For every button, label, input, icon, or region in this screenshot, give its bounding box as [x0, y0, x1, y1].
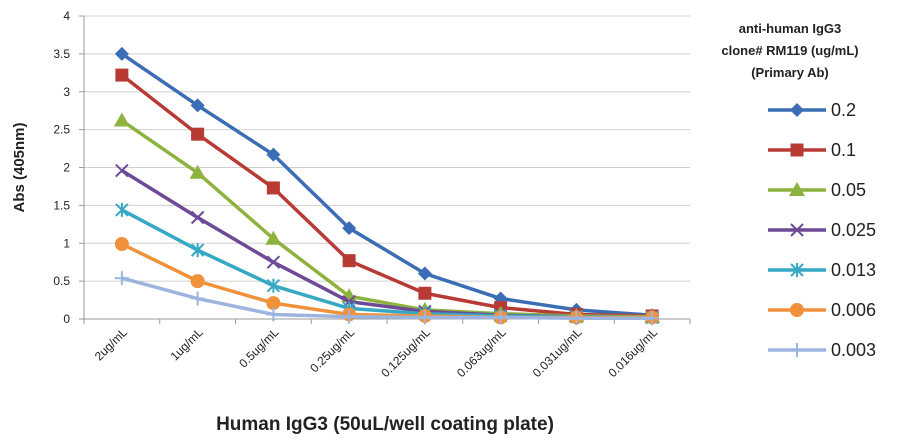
legend-item: 0.003 [768, 340, 876, 360]
legend-marker [790, 103, 804, 117]
data-point [189, 164, 206, 179]
data-point [645, 311, 660, 326]
y-tick-label: 1 [63, 236, 70, 250]
data-point [190, 291, 205, 306]
data-point [266, 255, 281, 269]
x-axis-label: Human IgG3 (50uL/well coating plate) [216, 414, 554, 435]
data-point [342, 254, 356, 268]
legend-items: 0.2 0.1 0.05 0.025 0.013 0.006 0.003 [768, 100, 876, 360]
data-point [265, 230, 282, 245]
data-series [113, 46, 661, 326]
legend-item: 0.025 [768, 220, 876, 240]
y-axis-ticks: 0 0.5 1 1.5 2 2.5 3 3.5 4 [53, 9, 70, 326]
data-point [342, 221, 357, 236]
data-point [114, 237, 129, 252]
legend-marker [789, 182, 805, 196]
data-point [417, 310, 432, 325]
legend-label: 0.013 [831, 260, 876, 280]
legend-marker [790, 143, 804, 157]
series-6 [114, 271, 660, 326]
data-point [266, 296, 281, 311]
y-tick-label: 0.5 [53, 274, 70, 288]
data-point [342, 309, 357, 324]
data-point [115, 68, 129, 82]
data-point [190, 98, 205, 113]
data-point [190, 210, 205, 225]
data-point [114, 46, 129, 61]
series-line [120, 52, 653, 317]
series-line [120, 73, 653, 318]
data-point [266, 147, 281, 162]
legend-marker [790, 343, 804, 357]
data-point [190, 243, 205, 258]
data-point [266, 307, 281, 322]
legend-marker [790, 263, 804, 277]
data-point [115, 202, 129, 217]
legend-title-line-1: anti-human IgG3 [739, 21, 842, 36]
data-point [115, 163, 129, 178]
legend-item: 0.013 [768, 260, 876, 280]
legend-label: 0.006 [831, 300, 876, 320]
data-point [569, 311, 584, 326]
y-tick-label: 2.5 [53, 123, 70, 137]
data-point [113, 112, 130, 127]
data-point [418, 286, 432, 300]
data-point [114, 271, 129, 286]
data-point [417, 266, 432, 281]
legend-label: 0.003 [831, 340, 876, 360]
legend-title-line-2: clone# RM119 (ug/mL) [721, 43, 858, 58]
data-point [191, 127, 205, 141]
data-point [493, 310, 508, 325]
data-point [190, 274, 205, 289]
data-point [266, 278, 281, 293]
y-tick-label: 0 [63, 312, 70, 326]
y-tick-label: 4 [63, 9, 70, 23]
legend: anti-human IgG3 clone# RM119 (ug/mL) (Pr… [721, 21, 876, 360]
legend-item: 0.006 [768, 300, 876, 320]
legend-label: 0.025 [831, 220, 876, 240]
legend-title-line-3: (Primary Ab) [751, 65, 829, 80]
y-axis-label: Abs (405nm) [11, 122, 28, 212]
data-point [266, 181, 280, 195]
legend-label: 0.05 [831, 180, 866, 200]
y-tick-label: 3.5 [53, 47, 70, 61]
legend-item: 0.2 [768, 100, 856, 120]
legend-marker [790, 223, 804, 237]
y-tick-label: 2 [63, 161, 70, 175]
legend-item: 0.05 [768, 180, 866, 200]
legend-label: 0.1 [831, 140, 856, 160]
legend-marker [790, 303, 804, 317]
y-tick-label: 1.5 [53, 198, 70, 212]
legend-item: 0.1 [768, 140, 856, 160]
y-tick-label: 3 [63, 85, 70, 99]
series-line [121, 276, 653, 320]
legend-label: 0.2 [831, 100, 856, 120]
